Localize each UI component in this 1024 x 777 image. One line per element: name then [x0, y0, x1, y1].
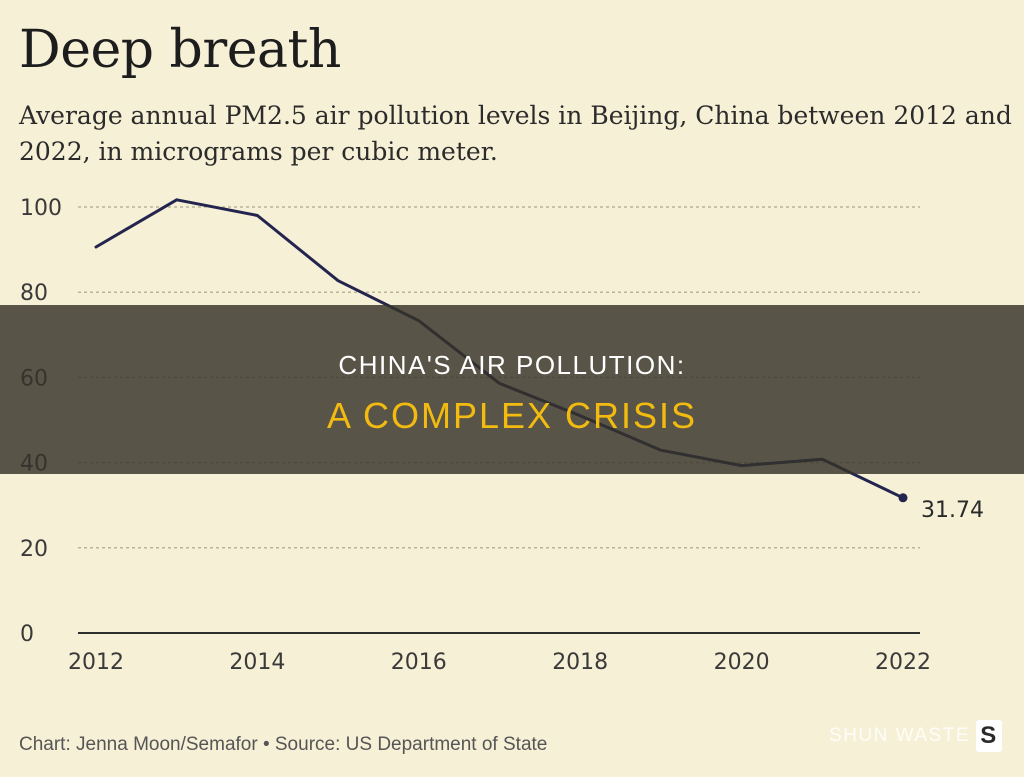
end-value-label: 31.74: [921, 498, 984, 523]
y-tick-label-80: 80: [20, 281, 48, 306]
x-tick-label-2020: 2020: [714, 650, 770, 675]
x-tick-label-2014: 2014: [229, 650, 285, 675]
x-tick-label-2012: 2012: [68, 650, 124, 675]
overlay-band: [0, 305, 1024, 474]
x-tick-label-2016: 2016: [391, 650, 447, 675]
data-point-2022: [898, 493, 908, 503]
chart-title: Deep breath: [19, 20, 341, 80]
y-tick-label-100: 100: [20, 196, 62, 221]
x-tick-label-2022: 2022: [875, 650, 931, 675]
y-tick-label-0: 0: [20, 622, 34, 647]
watermark-text: SHUN WASTE: [829, 725, 970, 746]
x-tick-label-2018: 2018: [552, 650, 608, 675]
y-tick-label-20: 20: [20, 537, 48, 562]
s-logo-icon: S: [976, 720, 1002, 752]
overlay-title-line2: A COMPLEX CRISIS: [326, 395, 698, 436]
watermark: SHUN WASTE S: [829, 720, 1002, 752]
overlay-title-line1: CHINA'S AIR POLLUTION:: [338, 350, 686, 380]
chart-subtitle: Average annual PM2.5 air pollution level…: [19, 101, 1012, 166]
chart-source: Chart: Jenna Moon/Semafor • Source: US D…: [19, 734, 548, 755]
